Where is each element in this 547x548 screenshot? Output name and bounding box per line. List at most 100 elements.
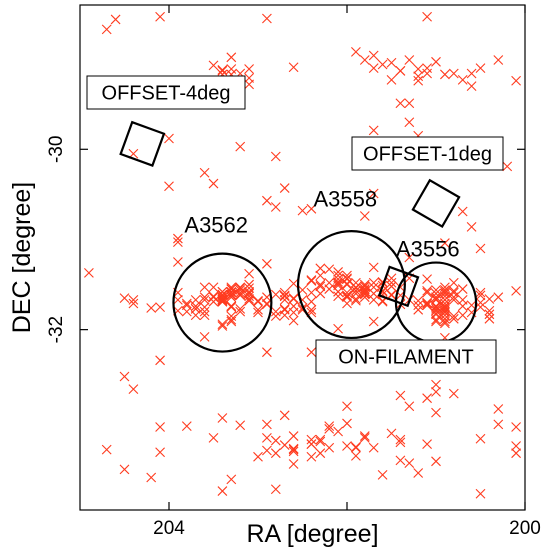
scatter-point [270, 484, 281, 495]
scatter-point [466, 68, 477, 79]
scatter-point [279, 183, 290, 193]
scatter-point [475, 290, 486, 301]
scatter-point [155, 11, 165, 22]
overlays: A3562 A3558 A3556 OFFSET-4deg OFFSET-1deg ON-… [86, 75, 504, 374]
scatter-point [173, 233, 183, 244]
field-square [119, 120, 166, 167]
scatter-point [315, 281, 326, 292]
scatter-point [279, 290, 290, 301]
scatter-point [306, 304, 317, 315]
scatter-point [324, 423, 335, 434]
scatter-point [422, 393, 432, 404]
scatter-point [119, 293, 130, 303]
scatter-point [422, 298, 432, 309]
scatter-point [226, 64, 237, 74]
scatter-point [440, 310, 450, 321]
scatter-point [457, 284, 468, 294]
scatter-point [306, 434, 317, 445]
scatter-point [164, 181, 174, 192]
scatter-point [493, 404, 504, 414]
field-square [377, 265, 420, 308]
scatter-point [324, 284, 335, 294]
scatter-point [244, 268, 254, 279]
scatter-point [386, 428, 397, 439]
scatter-point [173, 257, 183, 267]
scatter-point [226, 474, 237, 485]
scatter-point [244, 295, 254, 306]
scatter-point [466, 221, 477, 232]
scatter-point [315, 270, 326, 281]
scatter-point [404, 401, 415, 412]
scatter-point [368, 316, 379, 327]
scatter-point [235, 420, 246, 431]
scatter-point [440, 294, 450, 305]
scatter-point [270, 306, 281, 317]
scatter-point [440, 238, 450, 248]
scatter-point [351, 285, 361, 296]
scatter-point [199, 294, 210, 305]
scatter-point [279, 287, 290, 298]
scatter-point [404, 117, 415, 128]
scatter-point [306, 275, 317, 285]
scatter-point [448, 311, 459, 322]
scatter-point [368, 262, 379, 273]
scatter-point [502, 161, 513, 172]
scatter-point [279, 304, 290, 315]
scatter-point [324, 264, 335, 275]
scatter-point [386, 289, 397, 300]
scatter-point [235, 287, 246, 298]
scatter-point [226, 52, 237, 63]
scatter-point [457, 310, 468, 321]
scatter-point [128, 384, 139, 395]
scatter-point [217, 321, 228, 331]
scatter-point [288, 431, 299, 441]
scatter-point [208, 178, 219, 189]
scatter-point [235, 141, 246, 152]
scatter-point [386, 74, 397, 85]
scatter-point [431, 294, 441, 305]
scatter-point [475, 433, 486, 444]
scatter-point [395, 434, 406, 445]
scatter-point [306, 451, 317, 462]
axis-ticks: 204 200 -30 -32 [46, 5, 541, 539]
scatter-point [119, 371, 130, 382]
x-axis-label: RA [degree] [246, 520, 378, 548]
scatter-point [199, 302, 210, 312]
scatter-point [270, 151, 281, 162]
scatter-point [359, 279, 370, 290]
scatter-point [475, 302, 486, 312]
scatter-point [333, 274, 343, 285]
scatter-point [306, 276, 317, 286]
scatter-point [475, 488, 486, 499]
scatter-point [342, 441, 352, 451]
field-label: ON-FILAMENT [338, 347, 474, 369]
scatter-point [395, 98, 406, 109]
scatter-point [181, 306, 192, 317]
scatter-point [155, 355, 165, 366]
scatter-point [484, 309, 495, 320]
field-label-box [351, 136, 504, 171]
scatter-point [377, 59, 388, 70]
scatter-point [262, 419, 272, 430]
scatter-point [351, 441, 361, 452]
scatter-point [342, 290, 352, 301]
field-label: OFFSET-4deg [102, 83, 231, 105]
scatter-point [217, 294, 228, 304]
scatter-point [359, 431, 370, 441]
scatter-point [119, 464, 130, 475]
scatter-point [368, 50, 379, 61]
scatter-point [262, 13, 272, 24]
scatter-point [217, 65, 228, 75]
scatter-point [422, 297, 432, 308]
scatter-point [244, 288, 254, 299]
scatter-point [422, 285, 432, 296]
scatter-point [342, 401, 352, 412]
scatter-point [440, 285, 450, 295]
scatter-point [333, 286, 343, 297]
scatter-point [484, 305, 495, 316]
scatter-point [413, 468, 424, 478]
scatter-point [511, 75, 521, 86]
scatter-point [511, 448, 521, 459]
scatter-point [297, 205, 308, 216]
